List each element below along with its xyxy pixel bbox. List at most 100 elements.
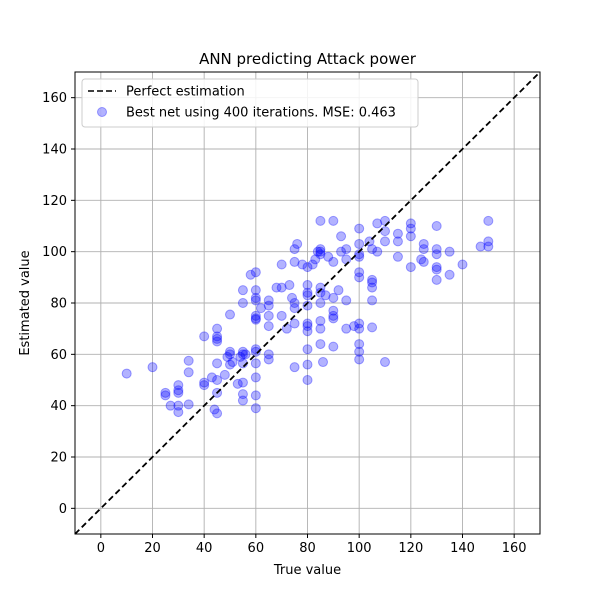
scatter-point bbox=[354, 318, 365, 329]
scatter-point bbox=[276, 310, 287, 321]
scatter-point bbox=[212, 333, 223, 344]
scatter-point bbox=[225, 309, 235, 320]
scatter-point bbox=[405, 262, 416, 273]
scatter-point bbox=[354, 354, 365, 365]
chart-title: ANN predicting Attack power bbox=[199, 50, 417, 68]
scatter-point bbox=[302, 290, 313, 301]
scatter-point bbox=[315, 287, 326, 298]
scatter-point bbox=[328, 292, 339, 303]
scatter-point bbox=[263, 300, 274, 311]
scatter-point bbox=[219, 369, 230, 380]
legend-box bbox=[81, 78, 419, 128]
x-axis-label: True value bbox=[273, 563, 341, 578]
scatter-point bbox=[147, 362, 158, 373]
scatter-point bbox=[160, 387, 171, 398]
scatter-point bbox=[212, 323, 223, 334]
scatter-point bbox=[328, 341, 339, 352]
scatter-point bbox=[250, 314, 261, 325]
scatter-point bbox=[372, 218, 383, 229]
scatter-point bbox=[367, 322, 378, 333]
scatter-point bbox=[250, 295, 261, 306]
scatter-point bbox=[312, 246, 323, 257]
scatter-point bbox=[405, 231, 416, 242]
scatter-point bbox=[315, 215, 326, 226]
y-tick-label: 80 bbox=[50, 297, 67, 312]
scatter-point bbox=[380, 357, 390, 368]
scatter-point bbox=[320, 290, 331, 301]
scatter-point bbox=[354, 346, 365, 357]
scatter-point bbox=[250, 346, 261, 357]
scatter-point bbox=[302, 344, 313, 355]
scatter-point bbox=[209, 404, 220, 415]
scatter-point bbox=[302, 287, 313, 298]
scatter-point bbox=[206, 372, 217, 383]
scatter-point bbox=[212, 331, 223, 342]
x-tick-label: 0 bbox=[97, 541, 105, 556]
scatter-point bbox=[199, 380, 210, 391]
scatter-point bbox=[431, 262, 442, 273]
scatter-point bbox=[289, 303, 300, 314]
scatter-point bbox=[256, 303, 266, 314]
scatter-point bbox=[289, 298, 300, 308]
scatter-point bbox=[328, 305, 339, 316]
x-tick-label: 80 bbox=[299, 541, 316, 556]
scatter-point bbox=[289, 318, 300, 329]
scatter-point bbox=[354, 249, 365, 260]
scatter-point bbox=[315, 339, 326, 350]
scatter-point bbox=[315, 315, 326, 326]
scatter-point bbox=[199, 377, 210, 388]
scatter-point bbox=[263, 321, 274, 332]
scatter-point bbox=[263, 310, 274, 321]
scatter-point bbox=[310, 254, 321, 265]
scatter-point bbox=[483, 241, 494, 252]
scatter-point bbox=[237, 285, 248, 296]
scatter-point bbox=[315, 323, 326, 334]
scatter-point bbox=[336, 246, 347, 257]
scatter-point bbox=[212, 336, 223, 347]
scatter-point bbox=[328, 313, 339, 324]
scatter-point bbox=[297, 259, 308, 270]
scatter-point bbox=[431, 221, 442, 231]
scatter-point bbox=[392, 236, 403, 247]
scatter-point bbox=[392, 228, 403, 239]
scatter-point bbox=[307, 259, 318, 270]
scatter-point bbox=[315, 249, 326, 260]
scatter-point bbox=[392, 251, 403, 262]
scatter-point bbox=[354, 339, 365, 350]
reference-line-group bbox=[74, 71, 541, 535]
scatter-point bbox=[212, 375, 223, 385]
y-tick-label: 0 bbox=[59, 502, 67, 517]
y-tick-label: 20 bbox=[50, 451, 67, 466]
scatter-point bbox=[237, 389, 248, 400]
scatter-point bbox=[250, 403, 261, 414]
scatter-point bbox=[263, 295, 274, 306]
scatter-point bbox=[250, 390, 261, 401]
x-tick-label: 140 bbox=[450, 541, 475, 556]
scatter-point bbox=[483, 236, 494, 247]
scatter-point bbox=[341, 295, 352, 306]
scatter-point bbox=[199, 331, 210, 342]
y-axis-ticks: 0 20 40 60 80 100 120 140 160 bbox=[42, 91, 75, 517]
legend-label-reference-line: Perfect estimation bbox=[126, 85, 245, 100]
scatter-point bbox=[444, 269, 455, 280]
scatter-point bbox=[367, 244, 378, 255]
reference-line bbox=[74, 71, 541, 535]
scatter-point bbox=[354, 238, 365, 249]
scatter-point bbox=[292, 238, 303, 249]
scatter-point bbox=[354, 272, 365, 283]
y-tick-label: 160 bbox=[42, 91, 67, 106]
scatter-point bbox=[418, 256, 429, 267]
scatter-point bbox=[225, 346, 235, 357]
scatter-point bbox=[289, 362, 300, 373]
scatter-point bbox=[173, 385, 184, 396]
scatter-point bbox=[315, 298, 326, 308]
scatter-point bbox=[276, 282, 287, 293]
scatter-point bbox=[302, 321, 313, 332]
scatter-point bbox=[237, 395, 248, 406]
scatter-point bbox=[183, 399, 194, 410]
scatter-point bbox=[284, 280, 295, 291]
scatter-point bbox=[212, 408, 223, 419]
scatter-point bbox=[173, 387, 184, 398]
scatter-point bbox=[302, 262, 313, 273]
scatter-point bbox=[289, 256, 300, 267]
